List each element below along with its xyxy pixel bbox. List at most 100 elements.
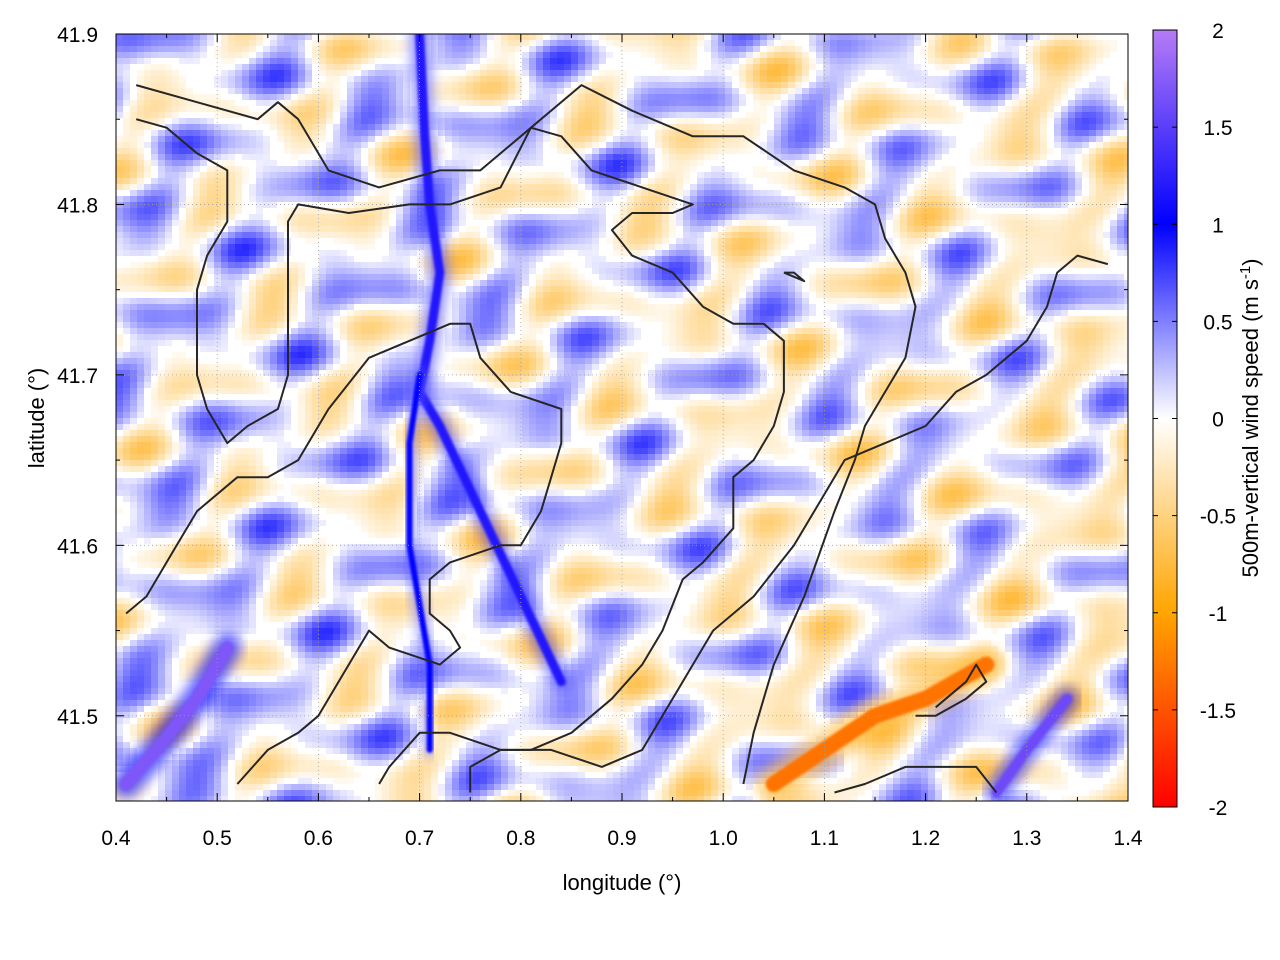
heatmap-cell [711,190,718,196]
heatmap-cell [480,82,487,88]
heatmap-cell [984,172,991,178]
heatmap-cell [781,64,788,70]
heatmap-cell [739,40,746,46]
heatmap-cell [816,52,823,58]
heatmap-cell [571,166,578,172]
heatmap-cell [550,52,557,58]
heatmap-cell [389,64,396,70]
heatmap-cell [396,160,403,166]
heatmap-cell [459,274,466,280]
heatmap-cell [466,58,473,64]
heatmap-cell [956,52,963,58]
heatmap-cell [550,196,557,202]
heatmap-cell [606,190,613,196]
heatmap-cell [347,100,354,106]
heatmap-cell [711,202,718,208]
heatmap-cell [1033,160,1040,166]
heatmap-cell [1012,220,1019,226]
heatmap-cell [662,130,669,136]
heatmap-cell [718,262,725,268]
heatmap-cell [851,202,858,208]
heatmap-cell [1040,262,1047,268]
heatmap-cell [277,64,284,70]
heatmap-cell [564,100,571,106]
heatmap-cell [823,70,830,76]
heatmap-cell [1019,262,1026,268]
heatmap-cell [613,34,620,40]
heatmap-cell [760,250,767,256]
heatmap-cell [1040,166,1047,172]
heatmap-cell [480,178,487,184]
heatmap-cell [648,154,655,160]
heatmap-cell [739,76,746,82]
heatmap-cell [627,244,634,250]
heatmap-cell [585,178,592,184]
heatmap-cell [655,34,662,40]
heatmap-cell [627,202,634,208]
heatmap-cell [1012,196,1019,202]
heatmap-cell [648,88,655,94]
heatmap-cell [564,46,571,52]
heatmap-cell [788,256,795,262]
heatmap-cell [627,166,634,172]
heatmap-cell [886,184,893,190]
heatmap-cell [739,250,746,256]
heatmap-cell [753,172,760,178]
heatmap-cell [935,208,942,214]
heatmap-cell [599,178,606,184]
heatmap-cell [732,226,739,232]
heatmap-cell [438,184,445,190]
heatmap-cell [256,76,263,82]
heatmap-cell [403,70,410,76]
heatmap-cell [928,40,935,46]
heatmap-cell [249,64,256,70]
heatmap-cell [480,112,487,118]
heatmap-cell [543,40,550,46]
heatmap-cell [1026,94,1033,100]
heatmap-cell [445,172,452,178]
heatmap-cell [662,190,669,196]
heatmap-cell [396,82,403,88]
heatmap-cell [802,130,809,136]
heatmap-cell [1117,250,1124,256]
heatmap-cell [585,58,592,64]
heatmap-cell [186,58,193,64]
heatmap-cell [1124,112,1128,118]
heatmap-cell [984,160,991,166]
heatmap-cell [522,202,529,208]
heatmap-cell [333,64,340,70]
heatmap-cell [578,70,585,76]
heatmap-cell [767,100,774,106]
heatmap-cell [669,166,676,172]
heatmap-cell [886,262,893,268]
heatmap-cell [963,262,970,268]
heatmap-cell [683,226,690,232]
heatmap-cell [389,226,396,232]
heatmap-cell [809,58,816,64]
heatmap-cell [753,208,760,214]
heatmap-cell [725,244,732,250]
heatmap-cell [242,76,249,82]
heatmap-cell [473,94,480,100]
heatmap-cell [578,136,585,142]
heatmap-cell [557,250,564,256]
heatmap-cell [998,220,1005,226]
heatmap-cell [795,250,802,256]
heatmap-cell [1061,250,1068,256]
heatmap-cell [613,274,620,280]
heatmap-cell [998,94,1005,100]
heatmap-cell [1054,250,1061,256]
heatmap-cell [1033,220,1040,226]
heatmap-cell [578,130,585,136]
heatmap-cell [935,268,942,274]
heatmap-cell [711,238,718,244]
heatmap-cell [158,46,165,52]
heatmap-cell [1054,88,1061,94]
heatmap-cell [123,268,130,274]
heatmap-cell [655,82,662,88]
heatmap-cell [1005,160,1012,166]
heatmap-cell [326,220,333,226]
heatmap-cell [823,46,830,52]
heatmap-cell [802,202,809,208]
heatmap-cell [648,268,655,274]
